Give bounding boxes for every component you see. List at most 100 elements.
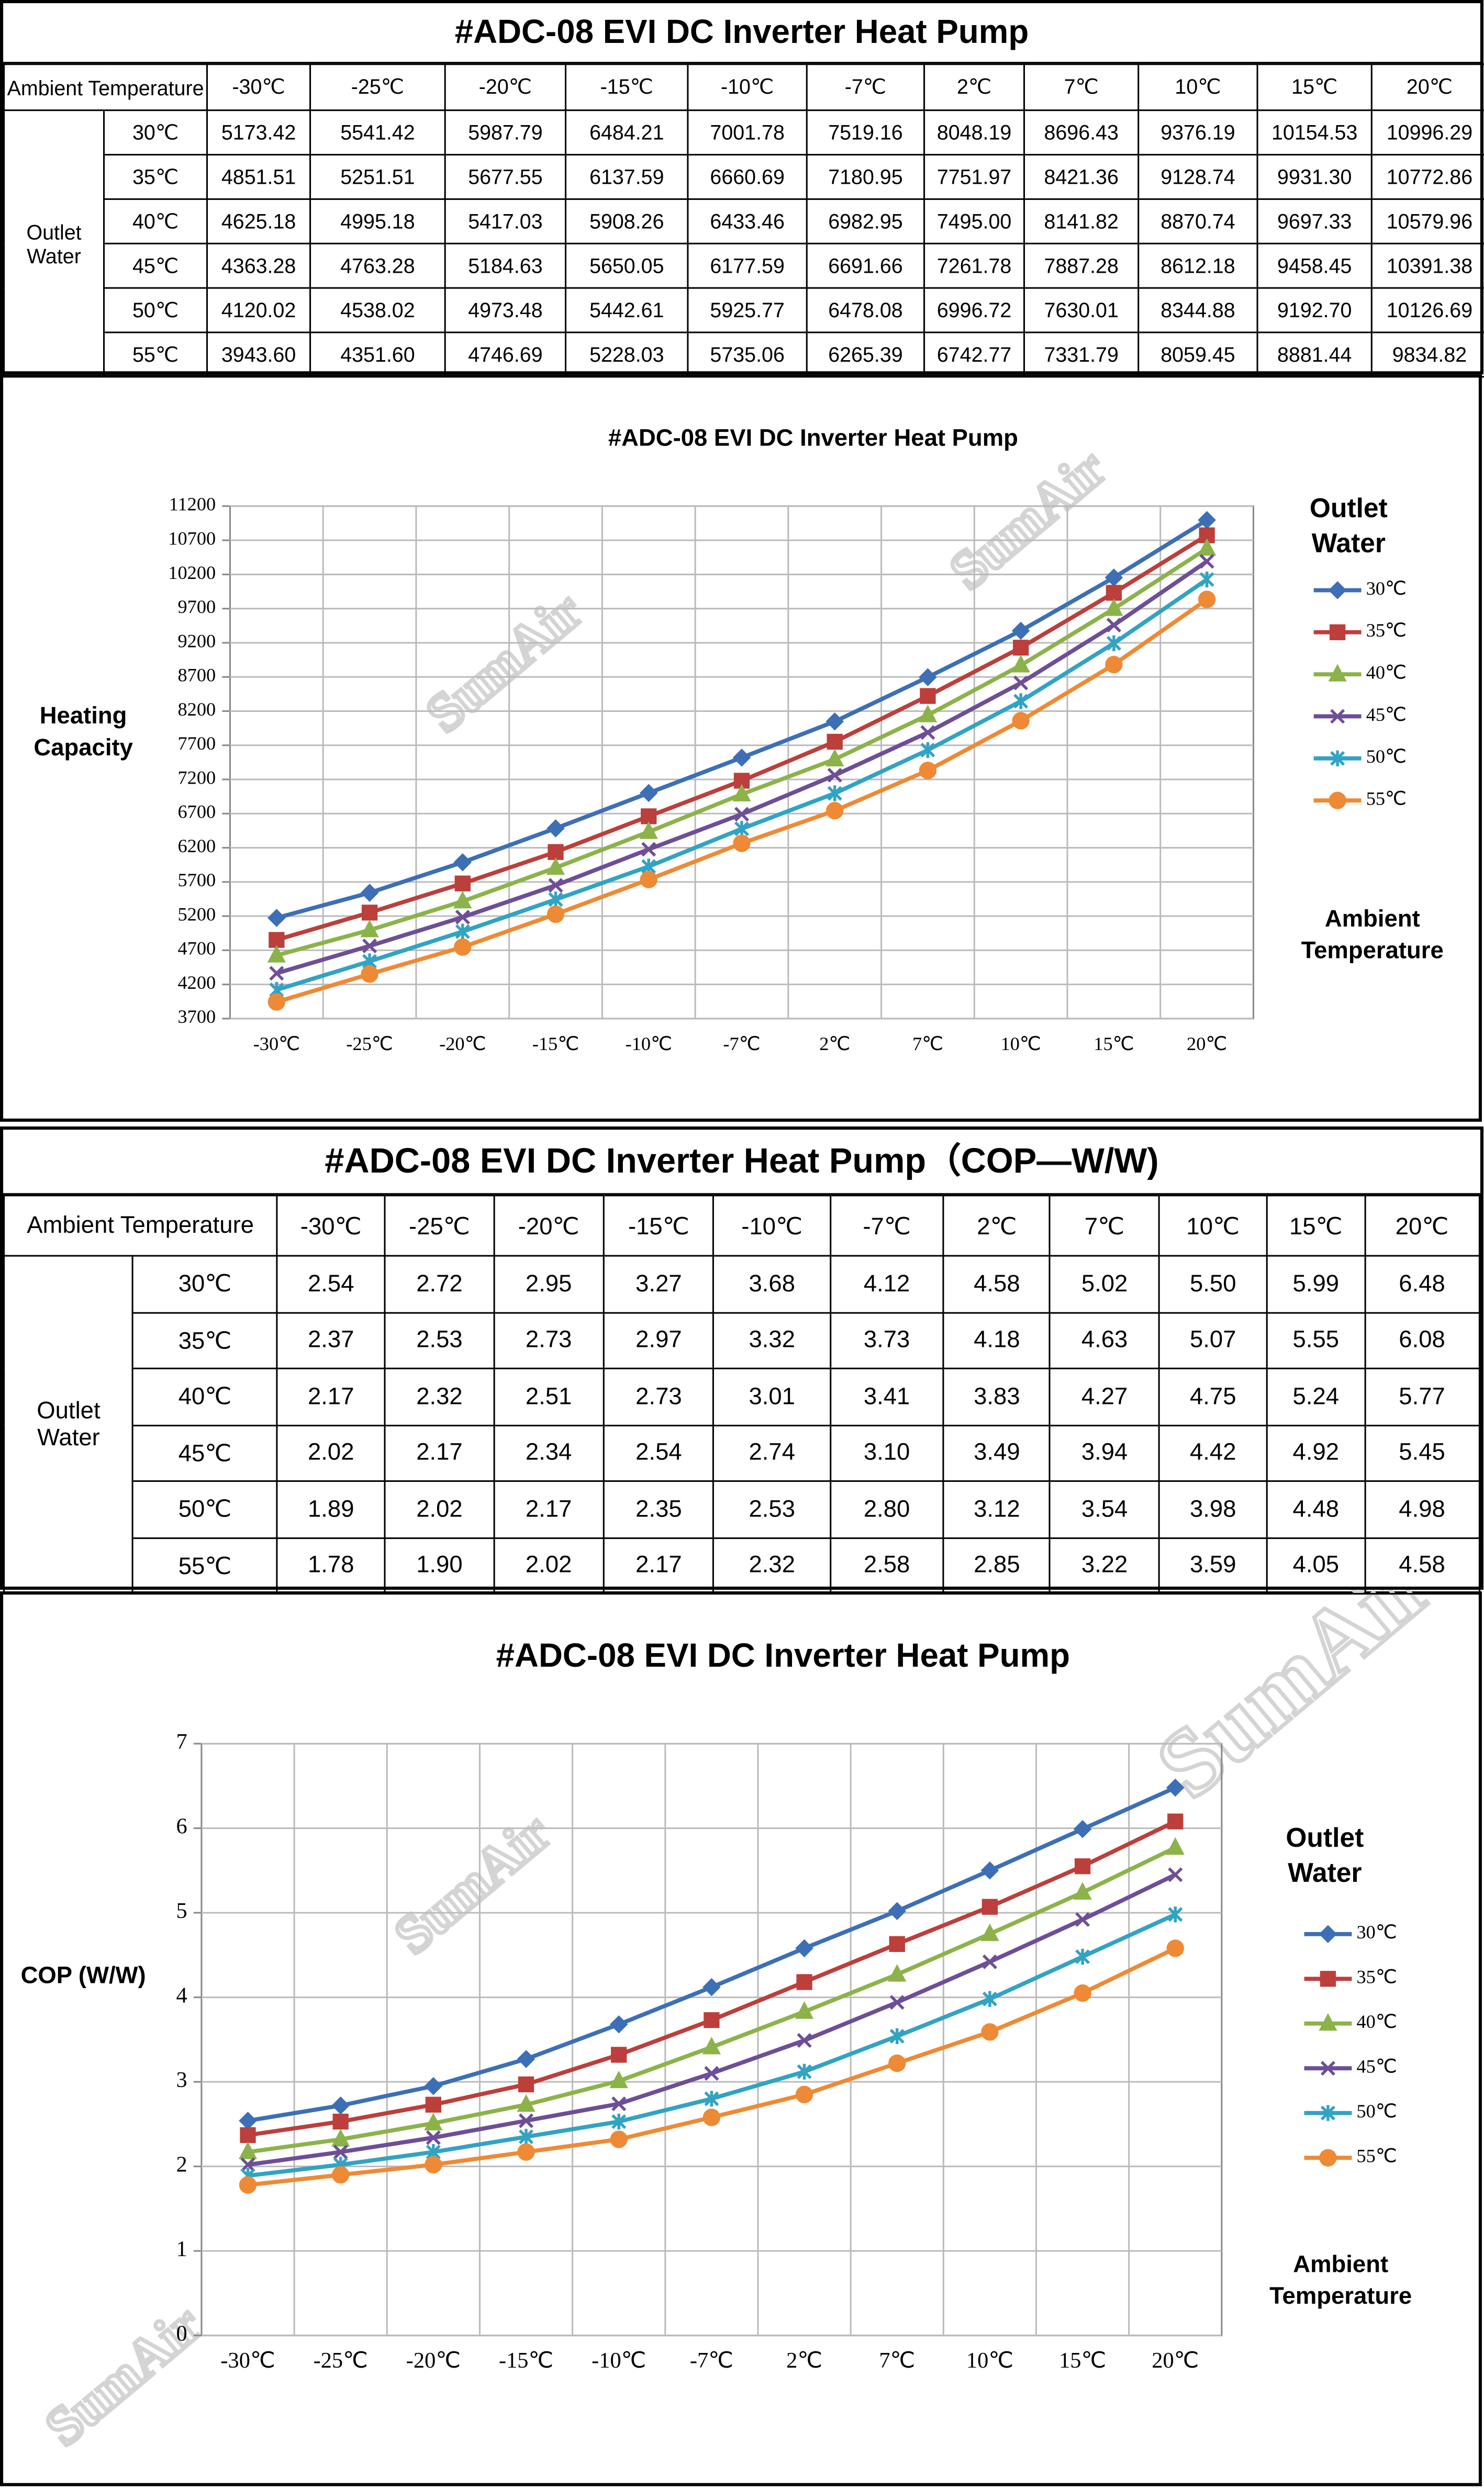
row-label: 50℃ xyxy=(103,287,208,333)
marker xyxy=(1106,635,1121,652)
marker xyxy=(332,2113,349,2130)
table-row: 35℃ 4851.51 5251.51 5677.55 6137.59 6660.69 71… xyxy=(4,154,1484,200)
legend-label: 50℃ xyxy=(1357,2101,1397,2122)
x-tick-label: 20℃ xyxy=(1152,2348,1199,2373)
marker xyxy=(795,1939,813,1958)
y-tick-label: 4700 xyxy=(177,938,216,959)
table-cell: 2.17 xyxy=(276,1367,386,1426)
legend-marker xyxy=(1320,2105,1335,2121)
marker xyxy=(1166,1939,1184,1957)
marker xyxy=(454,938,472,956)
table-row: 45℃ 4363.28 4763.28 5184.63 5650.05 6177.59 66… xyxy=(4,242,1484,289)
table-cell: 4.92 xyxy=(1266,1424,1366,1482)
table-cell: 4351.60 xyxy=(309,331,446,378)
marker xyxy=(546,857,565,875)
table-row: 50℃ 4120.02 4538.02 4973.48 5442.61 5925.77 64… xyxy=(4,287,1484,333)
marker xyxy=(1199,554,1214,569)
marker xyxy=(980,1923,999,1942)
marker xyxy=(609,2070,628,2089)
x-tick-label: -10℃ xyxy=(592,2348,646,2373)
marker xyxy=(453,890,472,909)
x-tick-label: 10℃ xyxy=(966,2348,1013,2373)
table-cell: 7519.16 xyxy=(806,109,925,156)
table-cell: 2.34 xyxy=(493,1424,605,1482)
marker xyxy=(424,2077,443,2095)
table-cell: 8048.19 xyxy=(923,109,1025,156)
y-tick-label: 6 xyxy=(176,1814,187,1838)
marker xyxy=(1199,571,1214,588)
y-tick-label: 1 xyxy=(176,2237,187,2261)
table-cell: 7261.78 xyxy=(923,242,1025,289)
table-cell: 4746.69 xyxy=(444,331,567,378)
legend-label: 55℃ xyxy=(1357,2146,1397,2167)
marker xyxy=(546,905,565,923)
marker xyxy=(518,2076,534,2093)
table-row: 40℃ 4625.18 4995.18 5417.03 5908.26 6433.46 69… xyxy=(4,198,1484,244)
table-cell: 2.53 xyxy=(384,1311,495,1369)
legend-marker xyxy=(1328,664,1347,682)
column-header: 2℃ xyxy=(923,63,1025,111)
table-cell: 3.22 xyxy=(1049,1536,1160,1595)
marker xyxy=(982,1991,997,2007)
y-tick-label: 5200 xyxy=(177,903,216,924)
marker xyxy=(455,910,470,925)
x-tick-label: 2℃ xyxy=(819,1033,850,1054)
marker xyxy=(611,2096,627,2112)
marker xyxy=(611,2113,627,2130)
x-tick-label: -7℃ xyxy=(723,1033,760,1054)
column-header: -30℃ xyxy=(276,1195,386,1257)
marker xyxy=(826,802,844,820)
column-header: -25℃ xyxy=(384,1195,495,1257)
column-header: 2℃ xyxy=(942,1195,1051,1257)
table-cell: 9931.30 xyxy=(1256,154,1373,200)
y-tick-label: 7 xyxy=(176,1730,187,1754)
marker xyxy=(611,2047,627,2063)
marker xyxy=(702,2036,721,2055)
table-cell: 10391.38 xyxy=(1370,242,1484,289)
table-cell: 5228.03 xyxy=(565,331,689,378)
table-cell: 2.80 xyxy=(829,1480,944,1538)
table-cell: 4.18 xyxy=(942,1311,1051,1369)
column-header: -20℃ xyxy=(493,1195,605,1257)
marker xyxy=(267,993,286,1011)
table-cell: 3.73 xyxy=(829,1311,944,1369)
y-tick-label: 7700 xyxy=(177,733,216,754)
table-cell: 4851.51 xyxy=(206,154,311,200)
table-cell: 9128.74 xyxy=(1137,154,1258,200)
marker xyxy=(889,2028,905,2045)
table-cell: 4.63 xyxy=(1049,1311,1160,1369)
table-cell: 4995.18 xyxy=(309,198,446,244)
marker xyxy=(704,2091,719,2107)
table-cell: 7001.78 xyxy=(687,109,808,156)
row-label: 35℃ xyxy=(132,1311,278,1369)
marker xyxy=(641,842,656,857)
table-cell: 4.42 xyxy=(1158,1424,1268,1482)
column-header: -10℃ xyxy=(713,1195,831,1257)
table-cell: 8612.18 xyxy=(1137,242,1258,289)
table-cell: 3.94 xyxy=(1049,1424,1160,1482)
legend-label: 40℃ xyxy=(1366,662,1407,683)
marker xyxy=(888,1902,907,1921)
marker xyxy=(453,853,472,872)
table-cell: 4763.28 xyxy=(309,242,446,289)
marker xyxy=(238,2141,258,2159)
table-cell: 2.32 xyxy=(384,1367,495,1426)
table-cell: 6742.77 xyxy=(923,331,1025,378)
data-table: #ADC-08 EVI DC Inverter Heat Pump Ambient… xyxy=(0,0,1484,378)
marker xyxy=(918,705,938,722)
table-cell: 2.72 xyxy=(384,1255,495,1313)
marker xyxy=(1104,598,1123,616)
row-label: 35℃ xyxy=(103,154,208,200)
legend-marker xyxy=(1329,624,1346,641)
table-cell: 9458.45 xyxy=(1256,242,1373,289)
table-cell: 3.59 xyxy=(1158,1536,1268,1595)
marker xyxy=(425,2156,442,2174)
table-cell: 2.54 xyxy=(602,1424,715,1482)
legend-marker xyxy=(1319,1925,1337,1944)
marker xyxy=(1199,527,1215,543)
y-axis-title: Heating Capacity xyxy=(34,702,133,761)
legend-label: 35℃ xyxy=(1357,1967,1397,1988)
y-axis-title: COP (W/W) xyxy=(20,1962,146,1990)
table-cell: 1.78 xyxy=(276,1536,386,1595)
marker xyxy=(546,819,565,838)
